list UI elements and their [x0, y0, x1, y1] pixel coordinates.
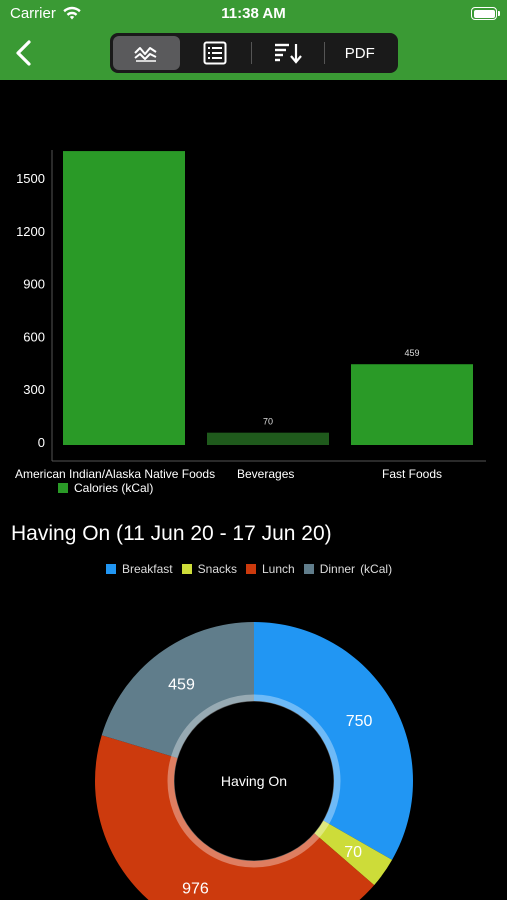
wifi-icon — [63, 6, 81, 20]
legend-swatch — [246, 564, 256, 574]
view-mode-segmented-control: PDF — [110, 33, 398, 73]
legend-label: Dinner — [319, 562, 356, 576]
slice-value-label: 750 — [346, 713, 373, 730]
legend-swatch — [105, 564, 116, 574]
x-tick-label: Fast Foods — [382, 467, 442, 481]
legend-swatch — [181, 564, 192, 574]
bar-data-label: 70 — [263, 417, 273, 427]
pie-chart-legend: Breakfast Snacks Lunch Dinner (kCal) — [0, 562, 507, 576]
clock: 11:38 AM — [221, 5, 286, 22]
y-tick-label: 1200 — [16, 224, 45, 239]
bar[interactable] — [63, 151, 185, 445]
legend-swatch — [58, 483, 68, 493]
pie-legend-item: Lunch — [246, 562, 295, 576]
donut-center-label: Having On — [221, 773, 287, 789]
chart-line-icon — [134, 47, 157, 62]
legend-label: Breakfast — [121, 562, 173, 576]
pie-legend-item: Snacks — [181, 562, 237, 576]
sort-descending-icon — [274, 43, 302, 64]
donut-slice[interactable] — [101, 622, 254, 758]
y-tick-label: 600 — [23, 329, 45, 344]
x-tick-label: Beverages — [237, 467, 294, 481]
segment-divider — [323, 42, 325, 64]
nav-bar: PDF — [0, 28, 507, 80]
pie-legend-item: Breakfast — [105, 562, 173, 576]
meal-donut-chart: 750 70 976 459 Having On — [95, 622, 413, 900]
chart-view-button[interactable] — [113, 36, 180, 70]
pie-legend-item: Dinner (kCal) — [303, 562, 393, 576]
list-icon — [203, 41, 227, 65]
segment-divider — [251, 42, 253, 64]
pdf-export-button[interactable]: PDF — [344, 44, 375, 62]
y-tick-label: 300 — [23, 382, 45, 397]
calories-bar-chart: 0 300 600 900 1200 1500 70 459 American Indian/A… — [15, 150, 486, 481]
donut-hole — [176, 703, 332, 859]
legend-unit: (kCal) — [360, 562, 393, 576]
y-tick-label: 900 — [23, 277, 45, 292]
bar[interactable] — [351, 364, 473, 445]
y-tick-label: 1500 — [16, 171, 45, 186]
donut-hole-ring — [167, 694, 341, 868]
legend-label: Calories (kCal) — [74, 481, 154, 495]
bar-chart-legend: Calories (kCal) — [58, 481, 153, 495]
y-tick-label: 0 — [38, 435, 45, 450]
slice-value-label: 70 — [344, 844, 362, 861]
pie-chart-title: Having On (11 Jun 20 - 17 Jun 20) — [11, 522, 332, 545]
donut-slice[interactable] — [314, 820, 393, 886]
legend-label: Snacks — [197, 562, 237, 576]
bar[interactable] — [207, 432, 329, 445]
donut-slice[interactable] — [254, 622, 413, 860]
x-tick-label: American Indian/Alaska Native Foods — [15, 467, 215, 481]
battery-icon — [471, 7, 500, 20]
slice-value-label: 459 — [168, 677, 195, 694]
slice-value-label: 976 — [182, 880, 209, 897]
back-chevron-icon[interactable] — [10, 38, 40, 68]
list-view-button[interactable] — [180, 36, 252, 70]
legend-label: Lunch — [262, 562, 295, 576]
sort-button[interactable] — [252, 36, 324, 70]
bar-data-label: 459 — [404, 348, 419, 358]
legend-swatch — [303, 564, 314, 574]
carrier-label: Carrier — [10, 5, 56, 22]
donut-slice[interactable] — [95, 735, 375, 900]
status-bar: Carrier 11:38 AM — [0, 0, 507, 28]
